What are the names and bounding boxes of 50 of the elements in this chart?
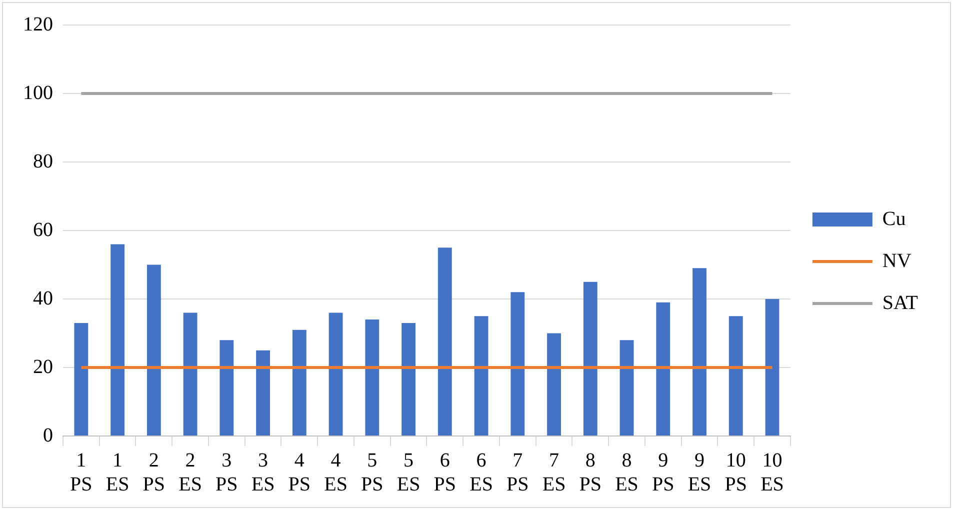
x-tick-label: 2 PS <box>142 449 166 496</box>
bar <box>146 264 161 436</box>
y-tick-label: 100 <box>23 82 53 104</box>
x-tick-label: 5 ES <box>396 449 420 496</box>
x-tick-label: 3 ES <box>251 449 275 496</box>
x-tick-label: 1 PS <box>70 449 92 496</box>
y-tick-label: 20 <box>33 356 53 378</box>
x-tick-label: 10 ES <box>760 449 784 496</box>
x-tick-label: 3 PS <box>216 449 238 496</box>
bar <box>438 248 452 436</box>
x-tick-label: 10 PS <box>724 449 747 496</box>
y-tick-label: 0 <box>43 424 53 446</box>
x-tick-label: 9 ES <box>688 449 712 496</box>
x-tick-label: 8 PS <box>579 449 602 496</box>
x-tick-label: 1 ES <box>106 449 130 496</box>
x-tick-label: 8 ES <box>615 449 638 496</box>
bar <box>728 316 743 436</box>
y-tick-label: 80 <box>33 150 53 172</box>
x-tick-label: 4 ES <box>324 449 348 496</box>
bar <box>220 340 234 436</box>
y-tick-label: 40 <box>33 287 53 310</box>
x-tick-label: 5 PS <box>361 449 384 496</box>
bar <box>620 340 634 436</box>
bar <box>510 292 525 436</box>
bar <box>583 282 598 436</box>
bar <box>474 316 488 436</box>
bar <box>328 312 343 436</box>
legend-label: Cu <box>882 208 906 230</box>
legend-label: SAT <box>882 292 918 314</box>
y-tick-label: 120 <box>23 13 53 36</box>
bar <box>365 320 380 436</box>
bar <box>656 302 670 436</box>
x-tick-label: 7 ES <box>542 449 566 496</box>
legend-label: NV <box>882 250 912 272</box>
bar <box>183 312 198 436</box>
bar <box>110 244 125 436</box>
bar <box>256 350 270 436</box>
x-tick-label: 4 PS <box>288 449 311 496</box>
bar <box>292 330 306 436</box>
x-tick-label: 6 ES <box>470 449 493 496</box>
bar <box>765 299 780 436</box>
x-tick-label: 9 PS <box>652 449 674 496</box>
y-tick-label: 60 <box>33 218 53 241</box>
x-tick-label: 6 PS <box>434 449 456 496</box>
bar <box>692 268 706 436</box>
bar <box>74 322 88 436</box>
x-tick-label: 2 ES <box>178 449 202 496</box>
x-tick-label: 7 PS <box>506 449 529 496</box>
bar <box>547 333 561 436</box>
bar <box>402 322 416 436</box>
